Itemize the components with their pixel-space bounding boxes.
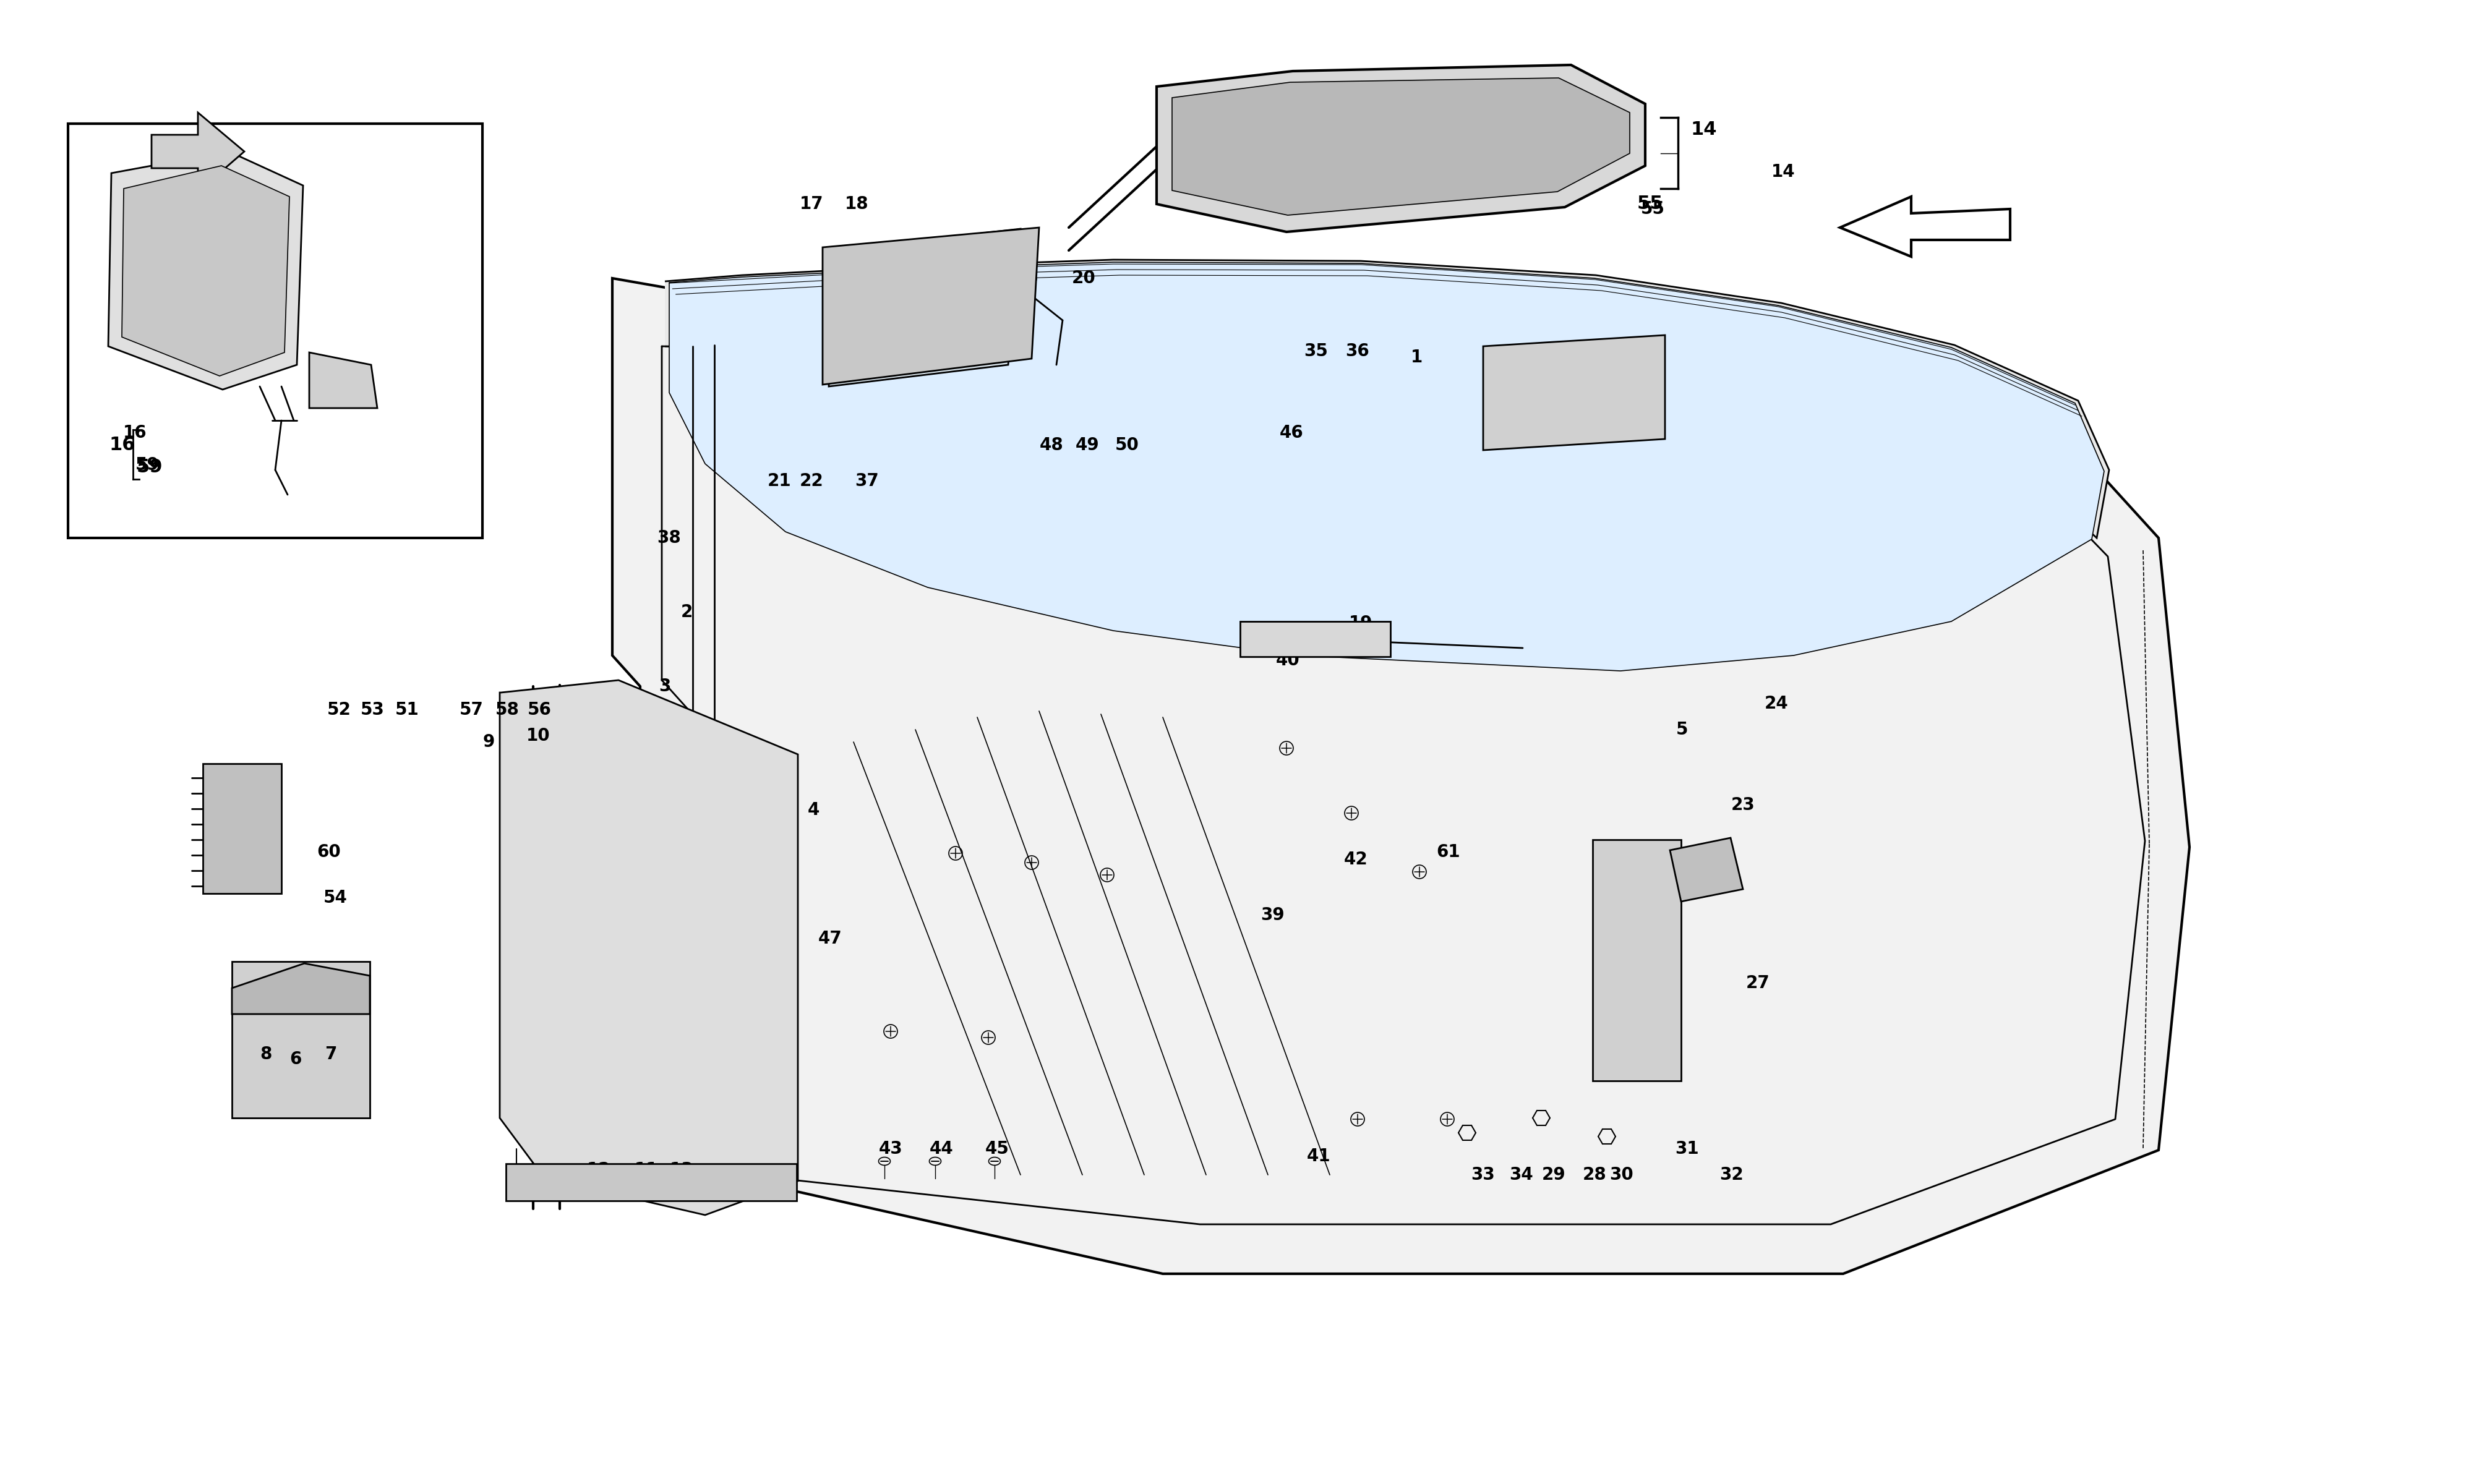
Text: 32: 32 — [1719, 1166, 1744, 1184]
Polygon shape — [1841, 196, 2009, 257]
Text: 45: 45 — [985, 1140, 1009, 1158]
Text: 17: 17 — [799, 196, 824, 212]
Text: 19: 19 — [1348, 614, 1373, 632]
Text: 21: 21 — [767, 472, 792, 490]
Text: 50: 50 — [1116, 436, 1138, 454]
Text: 33: 33 — [1472, 1166, 1494, 1184]
Text: 14: 14 — [1771, 163, 1796, 181]
Polygon shape — [151, 113, 245, 191]
Text: 15: 15 — [1014, 270, 1039, 286]
Polygon shape — [500, 680, 797, 1215]
Text: 14: 14 — [1690, 120, 1717, 139]
Text: 47: 47 — [819, 930, 841, 947]
Text: 25: 25 — [1529, 343, 1551, 359]
Text: 54: 54 — [324, 889, 346, 907]
Text: 35: 35 — [1304, 343, 1329, 359]
Text: 27: 27 — [1747, 975, 1769, 991]
Text: 42: 42 — [1343, 850, 1368, 868]
Text: 41: 41 — [1306, 1147, 1331, 1165]
Polygon shape — [829, 229, 1022, 386]
Text: 24: 24 — [1764, 695, 1789, 712]
Text: 11: 11 — [633, 1160, 658, 1178]
Bar — [69, 123, 482, 537]
Text: 20: 20 — [1071, 270, 1096, 286]
Polygon shape — [203, 764, 282, 893]
Text: 16: 16 — [124, 424, 146, 442]
Polygon shape — [109, 151, 302, 389]
Text: 3: 3 — [658, 678, 670, 695]
Text: 44: 44 — [930, 1140, 952, 1158]
Text: 48: 48 — [1039, 436, 1064, 454]
Polygon shape — [1158, 65, 1645, 232]
Polygon shape — [121, 166, 289, 375]
Polygon shape — [1593, 840, 1682, 1080]
Text: 1: 1 — [1410, 349, 1423, 367]
Text: 2: 2 — [680, 604, 693, 620]
Polygon shape — [666, 260, 2108, 537]
Polygon shape — [233, 963, 371, 1014]
Text: 16: 16 — [109, 436, 136, 454]
Text: 40: 40 — [1277, 651, 1299, 669]
Text: 60: 60 — [317, 843, 341, 861]
Text: 13: 13 — [670, 1160, 693, 1178]
Text: 5: 5 — [1677, 721, 1687, 738]
Text: 39: 39 — [1262, 907, 1284, 923]
Text: 10: 10 — [527, 727, 549, 745]
Text: 36: 36 — [1346, 343, 1371, 359]
Text: 43: 43 — [878, 1140, 903, 1158]
Text: 8: 8 — [260, 1046, 272, 1063]
Polygon shape — [1484, 335, 1665, 450]
Text: 30: 30 — [1611, 1166, 1633, 1184]
Text: 6: 6 — [289, 1051, 302, 1068]
Text: 59: 59 — [136, 459, 163, 476]
Text: 18: 18 — [844, 196, 868, 212]
Polygon shape — [309, 352, 376, 408]
Text: 46: 46 — [1279, 424, 1304, 442]
Text: 55: 55 — [1638, 194, 1663, 214]
Polygon shape — [507, 1163, 797, 1201]
Polygon shape — [614, 279, 2189, 1273]
Polygon shape — [1239, 622, 1390, 656]
Text: 22: 22 — [799, 472, 824, 490]
Text: 12: 12 — [586, 1160, 611, 1178]
Text: 29: 29 — [1541, 1166, 1566, 1184]
Text: 26: 26 — [1573, 343, 1596, 359]
Text: 53: 53 — [361, 700, 383, 718]
Text: 58: 58 — [495, 700, 520, 718]
Text: 59: 59 — [136, 457, 158, 473]
Polygon shape — [233, 962, 371, 1117]
Text: 57: 57 — [460, 700, 482, 718]
Text: 23: 23 — [1732, 797, 1754, 813]
Text: 38: 38 — [658, 530, 680, 546]
Polygon shape — [821, 227, 1039, 384]
Text: 49: 49 — [1076, 436, 1098, 454]
Text: 56: 56 — [527, 700, 552, 718]
Polygon shape — [1670, 838, 1742, 901]
Text: 9: 9 — [482, 733, 495, 751]
Text: 34: 34 — [1509, 1166, 1534, 1184]
Text: 31: 31 — [1675, 1140, 1700, 1158]
Polygon shape — [668, 263, 2103, 671]
Text: 7: 7 — [324, 1046, 336, 1063]
Text: 37: 37 — [856, 472, 878, 490]
Text: 4: 4 — [807, 801, 819, 819]
Text: 51: 51 — [396, 700, 418, 718]
Text: 28: 28 — [1583, 1166, 1606, 1184]
Text: 55: 55 — [1640, 200, 1665, 218]
Text: 52: 52 — [327, 700, 351, 718]
Polygon shape — [1173, 77, 1630, 215]
Text: 61: 61 — [1437, 843, 1460, 861]
